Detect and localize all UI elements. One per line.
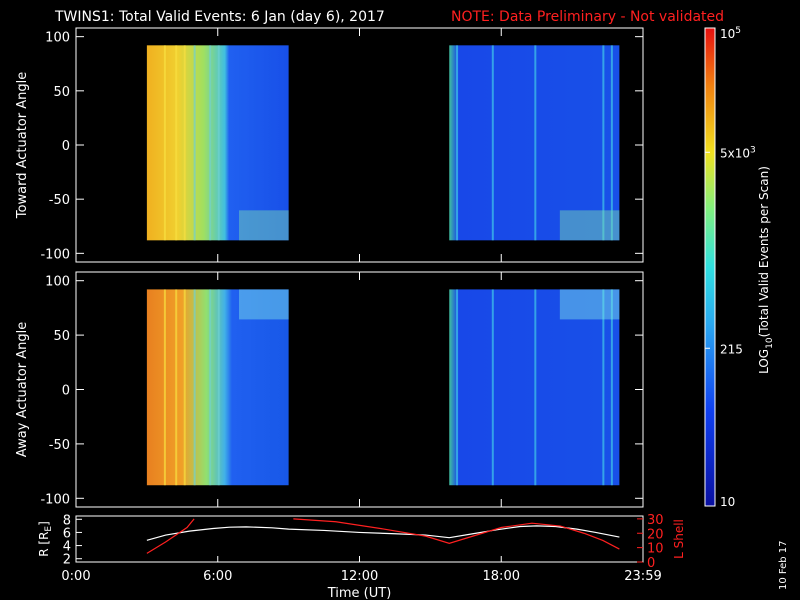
panel-toward: 100 50 0 -50 -100 Toward Actuator Angle — [15, 27, 644, 263]
heatmap-stripe — [602, 45, 605, 241]
heatmap-corner — [559, 210, 620, 241]
y-tick-label: 50 — [53, 85, 70, 100]
y-tick-label: 0 — [62, 384, 70, 399]
left-axis-label: R [RE] — [37, 521, 54, 557]
heatmap-corner — [239, 289, 289, 320]
heatmap-stripe — [163, 289, 166, 486]
y-tick-label: 50 — [53, 329, 70, 344]
heatmap-stripe — [491, 289, 494, 486]
colorbar-tick-label: 105 — [720, 26, 741, 41]
heatmap-stripe — [183, 45, 186, 241]
right-y-tick-label: 20 — [647, 527, 664, 542]
colorbar-label: LOG10(Total Valid Events per Scan) — [757, 166, 775, 374]
y-tick-label: 100 — [45, 31, 70, 46]
preliminary-note: NOTE: Data Preliminary - Not validated — [451, 9, 724, 25]
heatmap-stripe — [209, 45, 212, 241]
heatmap-stripe — [610, 45, 613, 241]
plot-frame — [75, 515, 644, 563]
y-tick-label: -100 — [40, 492, 70, 507]
heatmap-stripe — [534, 45, 537, 241]
r-series-line — [146, 525, 620, 541]
heatmap-stripe — [175, 289, 178, 486]
x-tick-label: 0:00 — [61, 569, 90, 584]
colorbar-tick-label: 215 — [720, 342, 743, 356]
chart-title: TWINS1: Total Valid Events: 6 Jan (day 6… — [54, 9, 385, 25]
y-tick-label: -50 — [49, 438, 70, 453]
y-axis-label: Away Actuator Angle — [15, 322, 30, 457]
left-y-tick-label: 4 — [63, 540, 71, 555]
date-stamp: 10 Feb 17 — [778, 540, 789, 590]
right-axis-label: L Shell — [672, 519, 686, 559]
heatmap-stripe — [610, 289, 613, 486]
colorbar: 105 5x103 215 10 — [704, 26, 756, 509]
left-y-tick-label: 8 — [63, 513, 71, 528]
heatmap-corner — [239, 210, 289, 241]
x-axis-label: Time (UT) — [327, 586, 392, 600]
x-tick-label: 23:59 — [624, 569, 661, 584]
x-tick-label: 6:00 — [203, 569, 232, 584]
right-y-tick-label: 30 — [647, 513, 664, 528]
left-y-tick-label: 6 — [63, 526, 71, 541]
y-tick-label: -50 — [49, 193, 70, 208]
y-tick-label: 0 — [62, 139, 70, 154]
heatmap-stripe — [193, 289, 196, 486]
heatmap-stripe — [491, 45, 494, 241]
colorbar-gradient — [704, 27, 716, 507]
lshell-series-line — [293, 518, 620, 550]
y-tick-label: 100 — [45, 275, 70, 290]
heatmap-stripe — [175, 45, 178, 241]
lshell-series-line — [146, 518, 195, 554]
heatmap-stripe — [602, 289, 605, 486]
colorbar-tick-label: 5x103 — [720, 145, 756, 160]
heatmap-stripe — [183, 289, 186, 486]
x-tick-label: 18:00 — [483, 569, 520, 584]
heatmap-stripe — [534, 289, 537, 486]
y-axis-label: Toward Actuator Angle — [15, 72, 30, 219]
left-y-tick-label: 2 — [63, 553, 71, 568]
y-tick-label: -100 — [40, 247, 70, 262]
heatmap-stripe — [209, 289, 212, 486]
heatmap-stripe — [456, 289, 459, 486]
heatmap-stripe — [193, 45, 196, 241]
panel-away: 100 50 0 -50 -100 Away Actuator Angle — [15, 271, 644, 508]
heatmap-stripe — [217, 289, 220, 486]
right-y-tick-label: 0 — [647, 556, 655, 571]
heatmap-stripe — [163, 45, 166, 241]
right-y-tick-label: 10 — [647, 542, 664, 557]
heatmap-corner — [559, 289, 620, 320]
colorbar-tick-label: 10 — [720, 495, 735, 509]
heatmap-stripe — [217, 45, 220, 241]
heatmap-stripe — [456, 45, 459, 241]
x-tick-label: 12:00 — [341, 569, 378, 584]
